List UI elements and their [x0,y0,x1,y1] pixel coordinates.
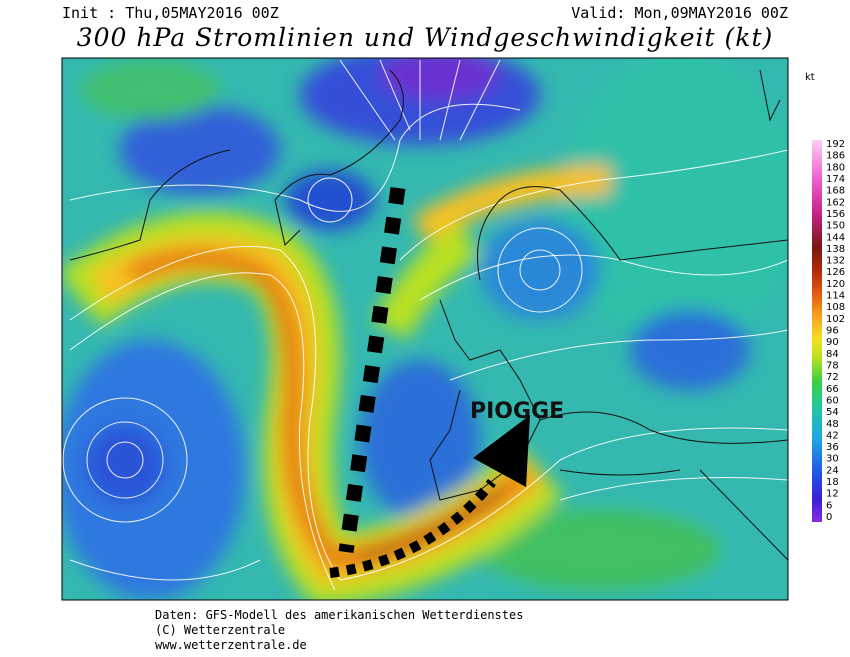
colorbar-label: 120 [826,279,845,290]
colorbar-label: 150 [826,221,845,232]
streamline [449,329,788,381]
colorbar-label: 186 [826,151,845,162]
init-time: Init : Thu,05MAY2016 00Z [62,4,279,22]
colorbar-label: 96 [826,326,839,337]
streamline [86,421,164,499]
colorbar-label: 78 [826,360,839,371]
valid-time: Valid: Mon,09MAY2016 00Z [571,4,788,22]
colorbar-label: 24 [826,465,839,476]
legend-unit: kt [805,72,815,83]
colorbar-label: 138 [826,244,845,255]
field [360,360,480,520]
colorbar-label: 132 [826,256,845,267]
field [560,58,788,350]
colorbar-label: 0 [826,512,832,523]
jet-stream [372,222,480,341]
colorbar-label: 12 [826,489,839,500]
colorbar-label: 90 [826,337,839,348]
streamline [519,249,561,291]
colorbar-label: 30 [826,454,839,465]
map-frame [61,57,789,601]
colorbar-label: 84 [826,349,839,360]
colorbar-label: 54 [826,407,839,418]
arrow-head [473,415,530,487]
footer-copyright: (C) Wetterzentrale [155,623,285,637]
wind-field [62,58,788,600]
streamline [497,227,583,313]
coastline [699,69,788,561]
dotted-arrow [329,478,496,578]
map-title: 300 hPa Stromlinien und Windgeschwindigk… [77,23,774,52]
streamline [106,441,144,479]
colorbar-label: 48 [826,419,839,430]
colorbar-label: 6 [826,500,832,511]
coastline [274,69,404,246]
colorbar-label: 18 [826,477,839,488]
colorbar-label: 72 [826,372,839,383]
colorbar-label: 180 [826,162,845,173]
colorbar-label: 102 [826,314,845,325]
footer-source: Daten: GFS-Modell des amerikanischen Wet… [155,608,523,622]
colorbar-labels: 1921861801741681621561501441381321261201… [826,139,845,523]
streamline [559,477,788,501]
footer-url: www.wetterzentrale.de [155,638,307,652]
coastline [539,411,788,476]
coastline [477,186,788,281]
field [380,58,500,100]
streamline [62,397,188,523]
colorbar-label: 36 [826,442,839,453]
annotation-label: PIOGGE [470,399,564,424]
colorbar [812,140,822,522]
streamline [307,177,353,223]
map-area: PIOGGE [62,58,788,600]
annotation-arrows [329,186,530,578]
colorbar-label: 156 [826,209,845,220]
streamline [69,103,521,212]
colorbar-label: 114 [826,291,845,302]
colorbar-label: 144 [826,232,845,243]
colorbar-label: 66 [826,384,839,395]
colorbar-label: 42 [826,430,839,441]
streamline [339,59,501,141]
field [120,105,280,195]
colorbar-label: 126 [826,267,845,278]
coastlines [69,69,788,561]
streamline [69,272,336,591]
colorbar-label: 162 [826,197,845,208]
streamline [69,245,788,581]
colorbar-label: 174 [826,174,845,185]
field [85,425,165,505]
colorbar-label: 108 [826,302,845,313]
field [480,510,720,590]
field [480,220,600,320]
colorbar-label: 192 [826,139,845,150]
streamline [69,559,261,581]
field [80,60,220,120]
field [285,170,375,230]
streamline [399,149,788,261]
colorbar-label: 60 [826,395,839,406]
jet-stream [412,165,611,243]
colorbar-label: 168 [826,186,845,197]
field [630,310,750,390]
dashed-arrow [338,186,406,554]
coastline [429,299,541,501]
coastline [69,149,231,261]
